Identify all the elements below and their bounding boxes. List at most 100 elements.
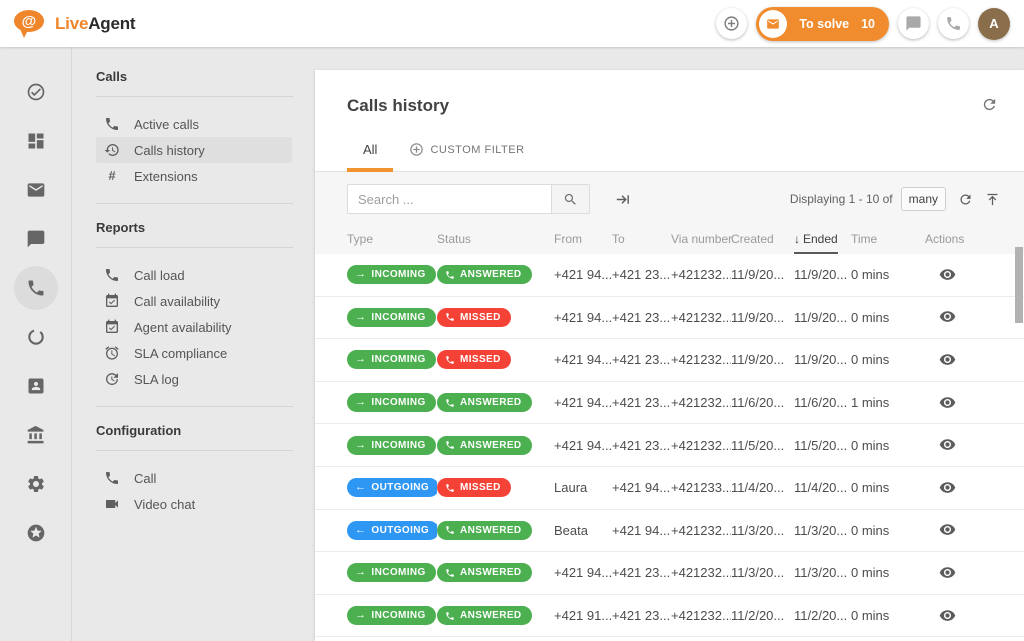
ring-icon: [26, 327, 46, 347]
rail-item-contacts[interactable]: [14, 364, 58, 408]
sidebar-item-label: Call availability: [134, 294, 220, 309]
view-call-button[interactable]: [937, 392, 958, 413]
calendar-check-icon: [104, 293, 120, 309]
column-header-ended[interactable]: ↓Ended: [794, 232, 851, 246]
search-button[interactable]: [551, 185, 589, 213]
time-cell: 0 mins: [851, 523, 925, 538]
column-header-time[interactable]: Time: [851, 232, 925, 246]
phone-icon: [445, 568, 455, 578]
sidebar-item-sla-compliance[interactable]: SLA compliance: [96, 340, 292, 366]
phone-icon: [445, 483, 455, 493]
sidebar-item-calls-history[interactable]: Calls history: [96, 137, 292, 163]
star-circle-icon: [26, 523, 46, 543]
view-call-button[interactable]: [937, 264, 958, 285]
add-new-button[interactable]: [716, 8, 747, 39]
column-header-to[interactable]: To: [612, 232, 671, 246]
refresh-page-button[interactable]: [981, 96, 998, 113]
calls-button[interactable]: [938, 8, 969, 39]
video-icon: [104, 496, 120, 512]
table-row[interactable]: →INCOMING MISSED +421 94... +421 23... +…: [315, 339, 1024, 382]
sidebar-item-extensions[interactable]: Extensions: [96, 163, 292, 189]
table-row[interactable]: ←OUTGOING ANSWERED Beata +421 94... +421…: [315, 510, 1024, 553]
rail-item-company[interactable]: [14, 413, 58, 457]
table-row[interactable]: →INCOMING ANSWERED +421 94... +421 23...…: [315, 424, 1024, 467]
scroll-to-top-button[interactable]: [985, 192, 1000, 207]
avatar[interactable]: A: [978, 8, 1010, 40]
rail-item-dashboard[interactable]: [14, 119, 58, 163]
eye-icon: [939, 351, 956, 368]
column-header-actions[interactable]: Actions: [925, 232, 1000, 246]
created-cell: 11/9/20...: [731, 310, 794, 325]
column-header-status[interactable]: Status: [437, 232, 554, 246]
call-direction-badge: →INCOMING: [347, 265, 436, 284]
search-input[interactable]: [348, 185, 551, 213]
sidebar-section: Reports Call load Call availability Agen…: [96, 218, 315, 407]
chats-button[interactable]: [898, 8, 929, 39]
to-cell: +421 23...: [612, 438, 671, 453]
tab-custom-filter[interactable]: CUSTOM FILTER: [393, 130, 540, 171]
result-count-box[interactable]: many: [901, 187, 946, 211]
table-row[interactable]: ←OUTGOING MISSED Laura +421 94... +42123…: [315, 467, 1024, 510]
table-toolbar: Displaying 1 - 10 of many: [315, 172, 1024, 224]
to-solve-button[interactable]: To solve 10: [756, 7, 889, 41]
table-row[interactable]: →INCOMING ANSWERED +421 94... +421 23...…: [315, 382, 1024, 425]
column-header-from[interactable]: From: [554, 232, 612, 246]
sidebar-section: Configuration Call Video chat: [96, 421, 315, 531]
view-call-button[interactable]: [937, 349, 958, 370]
alarm-icon: [104, 345, 120, 361]
rail-item-social[interactable]: [14, 315, 58, 359]
rail-item-chats[interactable]: [14, 217, 58, 261]
view-call-button[interactable]: [937, 519, 958, 540]
rail-item-calls[interactable]: [14, 266, 58, 310]
phone-icon: [445, 525, 455, 535]
sidebar-item-agent-availability[interactable]: Agent availability: [96, 314, 292, 340]
from-cell: Beata: [554, 523, 612, 538]
refresh-list-button[interactable]: [958, 192, 973, 207]
view-call-button[interactable]: [937, 562, 958, 583]
view-call-button[interactable]: [937, 306, 958, 327]
column-header-type[interactable]: Type: [347, 232, 437, 246]
from-cell: +421 94...: [554, 352, 612, 367]
refresh-icon: [958, 192, 973, 207]
view-call-button[interactable]: [937, 605, 958, 626]
sidebar-item-call-availability[interactable]: Call availability: [96, 288, 292, 314]
from-cell: +421 94...: [554, 267, 612, 282]
table-row[interactable]: →INCOMING ANSWERED +421 94... +421 23...…: [315, 254, 1024, 297]
rail-item-tickets[interactable]: [14, 168, 58, 212]
liveagent-logo[interactable]: @ LiveAgent: [12, 9, 135, 39]
sidebar-item-label: Call: [134, 471, 156, 486]
ended-cell: 11/5/20...: [794, 438, 851, 453]
dashboard-icon: [26, 131, 46, 151]
sidebar-item-call-load[interactable]: Call load: [96, 262, 292, 288]
sidebar-section-heading: Configuration: [96, 421, 315, 450]
view-call-button[interactable]: [937, 477, 958, 498]
logo-text: LiveAgent: [55, 14, 135, 34]
sidebar-item-call[interactable]: Call: [96, 465, 292, 491]
rail-item-resolve[interactable]: [14, 70, 58, 114]
time-cell: 0 mins: [851, 267, 925, 282]
table-row[interactable]: →INCOMING MISSED +421 94... +421 23... +…: [315, 297, 1024, 340]
call-direction-badge: ←OUTGOING: [347, 478, 437, 497]
ended-cell: 11/9/20...: [794, 310, 851, 325]
created-cell: 11/3/20...: [731, 565, 794, 580]
eye-icon: [939, 308, 956, 325]
table-row[interactable]: →INCOMING ANSWERED +421 91... +421 23...…: [315, 595, 1024, 638]
bank-icon: [26, 425, 46, 445]
view-call-button[interactable]: [937, 434, 958, 455]
table-row[interactable]: →INCOMING ANSWERED +421 94... +421 23...…: [315, 552, 1024, 595]
table-scrollbar[interactable]: [1015, 247, 1023, 323]
created-cell: 11/2/20...: [731, 608, 794, 623]
jump-forward-button[interactable]: [614, 191, 631, 208]
sidebar-item-video-chat[interactable]: Video chat: [96, 491, 292, 517]
to-cell: +421 94...: [612, 523, 671, 538]
column-header-via-number[interactable]: Via number: [671, 232, 731, 246]
from-cell: +421 94...: [554, 310, 612, 325]
column-header-created[interactable]: Created: [731, 232, 794, 246]
tab-all[interactable]: All: [347, 130, 393, 171]
direction-arrow-icon: →: [355, 269, 366, 280]
rail-item-settings[interactable]: [14, 462, 58, 506]
sidebar-item-active-calls[interactable]: Active calls: [96, 111, 292, 137]
sidebar-item-sla-log[interactable]: SLA log: [96, 366, 292, 392]
rail-item-upgrade[interactable]: [14, 511, 58, 555]
sidebar: Calls Active calls Calls history Extensi…: [72, 47, 315, 641]
